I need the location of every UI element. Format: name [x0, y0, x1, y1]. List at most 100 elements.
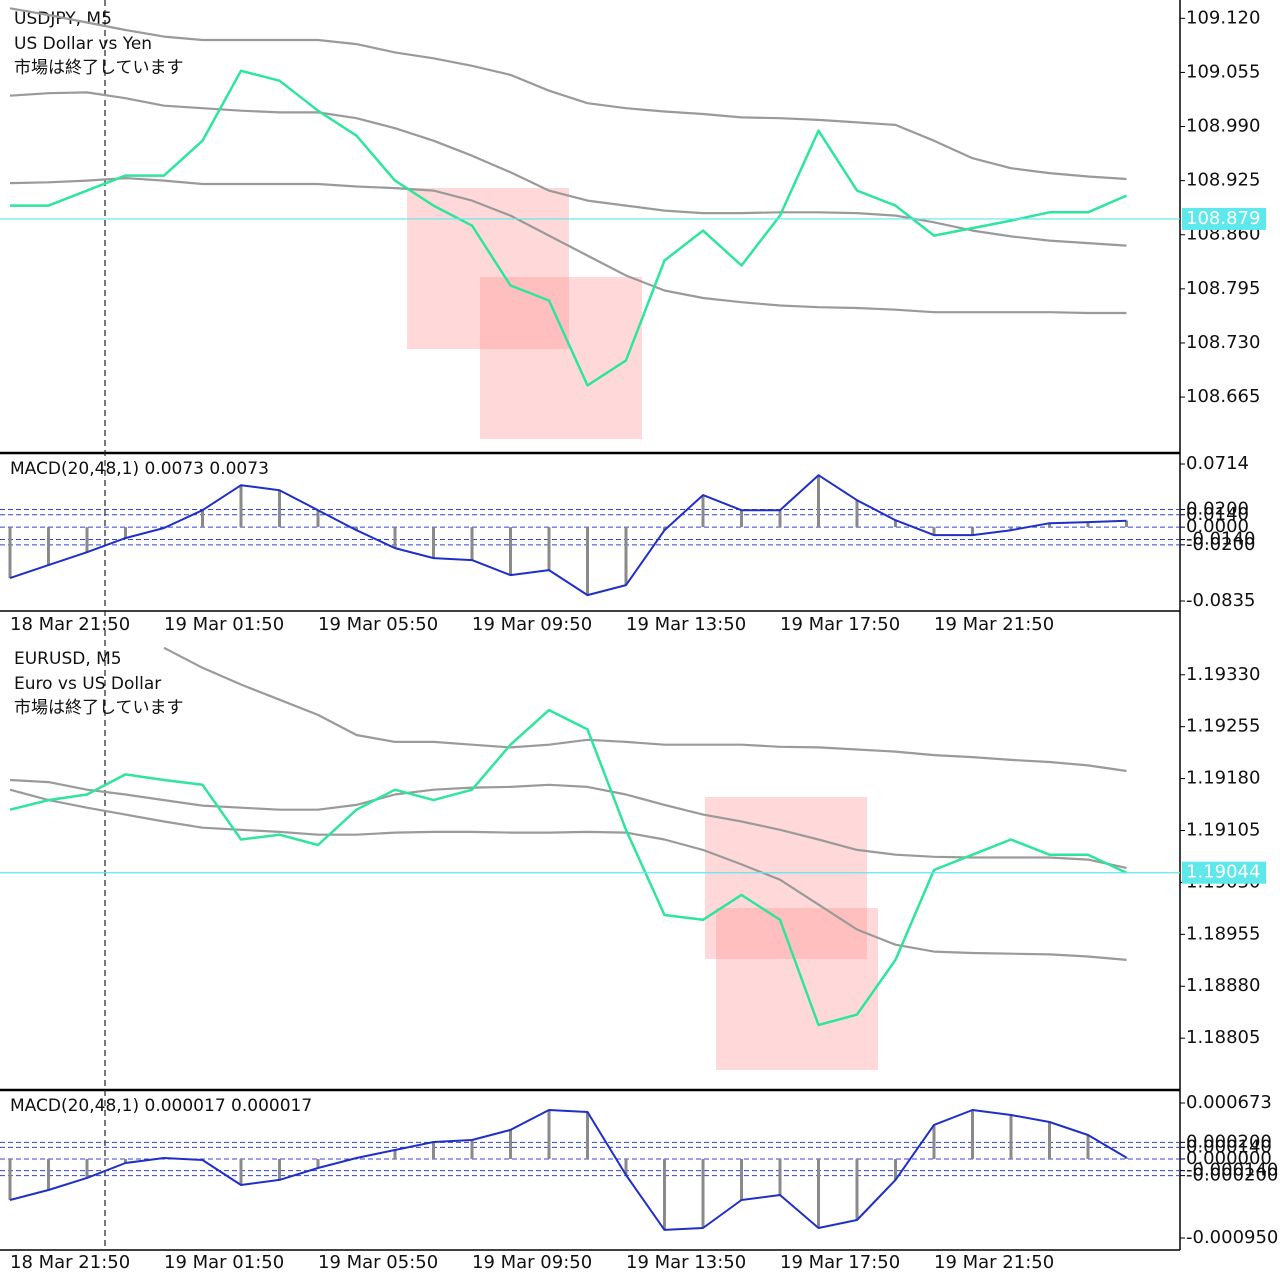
- x-tick-label: 19 Mar 21:50: [934, 614, 1054, 635]
- y-tick-label: 0.0140: [1186, 504, 1249, 525]
- symbol-title: EURUSD, M5: [14, 649, 122, 669]
- y-tick-label: -0.0835: [1186, 590, 1255, 611]
- y-tick-label: 1.19330: [1186, 664, 1260, 685]
- histogram-bar: [547, 1109, 551, 1159]
- y-tick-label: 1.18955: [1186, 923, 1260, 944]
- histogram-bar: [1048, 523, 1051, 528]
- series-line: [9, 91, 1127, 247]
- y-tick-label: 109.120: [1186, 7, 1260, 28]
- histogram-bar: [316, 510, 320, 528]
- y-tick-label: -0.0140: [1186, 529, 1255, 550]
- y-tick-label: 108.730: [1186, 332, 1260, 353]
- series-line: [10, 69, 1127, 387]
- indicator-title: MACD(20,48,1) 0.0073 0.0073: [10, 459, 269, 479]
- y-tick-label: -0.000140: [1186, 1160, 1278, 1181]
- histogram-bar: [1086, 522, 1090, 528]
- histogram-bar: [817, 475, 820, 528]
- y-tick-label: 1.19255: [1186, 716, 1260, 737]
- y-tick-label: 1.19105: [1186, 820, 1260, 841]
- series-line: [9, 788, 1127, 961]
- histogram-bar: [586, 1111, 589, 1159]
- x-tick-label: 19 Mar 09:50: [472, 1252, 592, 1273]
- y-tick-label: 0.000673: [1186, 1092, 1272, 1113]
- x-tick-label: 19 Mar 13:50: [626, 614, 746, 635]
- x-tick-label: 18 Mar 21:50: [10, 1252, 130, 1273]
- y-tick-label: -0.0200: [1186, 534, 1255, 555]
- series-line: [9, 1109, 1128, 1231]
- zone-box: [407, 188, 569, 349]
- histogram-bar: [547, 527, 551, 571]
- x-tick-label: 19 Mar 21:50: [934, 1252, 1054, 1273]
- zone-box: [716, 908, 878, 1070]
- histogram-bar: [239, 1158, 243, 1186]
- histogram-bar: [432, 1142, 435, 1159]
- y-tick-label: 0.0714: [1186, 453, 1249, 474]
- histogram-bar: [47, 527, 50, 566]
- series-line: [9, 474, 1127, 597]
- x-tick-label: 19 Mar 17:50: [780, 614, 900, 635]
- histogram-bar: [124, 1158, 127, 1163]
- y-tick-label: 1.18880: [1186, 975, 1260, 996]
- current-price-box: [1182, 207, 1266, 230]
- histogram-bar: [817, 1158, 820, 1228]
- histogram-bar: [393, 1149, 397, 1159]
- histogram-bar: [971, 527, 974, 536]
- current-price-label: 1.19044: [1186, 862, 1260, 883]
- market-status: 市場は終了しています: [14, 698, 184, 718]
- histogram-bar: [624, 1158, 628, 1175]
- series-line: [163, 646, 1127, 773]
- histogram-bar: [8, 527, 12, 579]
- histogram-bar: [740, 510, 743, 528]
- histogram-bar: [932, 527, 936, 536]
- histogram-bar: [701, 495, 705, 528]
- histogram-bar: [1086, 1135, 1090, 1159]
- histogram-bar: [201, 510, 204, 528]
- y-tick-label: 0.0200: [1186, 498, 1249, 519]
- y-tick-label: 1.18805: [1186, 1027, 1260, 1048]
- histogram-bar: [239, 485, 243, 528]
- histogram-bar: [624, 527, 628, 586]
- histogram-bar: [1009, 1114, 1013, 1159]
- histogram-bar: [701, 1158, 705, 1228]
- x-tick-label: 19 Mar 05:50: [318, 1252, 438, 1273]
- x-tick-label: 19 Mar 09:50: [472, 614, 592, 635]
- histogram-bar: [124, 527, 127, 539]
- y-tick-label: 0.000000: [1186, 1148, 1272, 1169]
- y-tick-label: 109.055: [1186, 61, 1260, 82]
- series-line: [9, 177, 1127, 315]
- histogram-bar: [1125, 520, 1128, 528]
- y-tick-label: -0.000950: [1186, 1227, 1278, 1248]
- current-price-box: [1182, 861, 1266, 884]
- histogram-bar: [1125, 1157, 1128, 1159]
- histogram-bar: [85, 1158, 89, 1178]
- symbol-subtitle: Euro vs US Dollar: [14, 674, 161, 694]
- zone-box: [705, 797, 867, 959]
- x-tick-label: 18 Mar 21:50: [10, 614, 130, 635]
- y-tick-label: 1.19180: [1186, 768, 1260, 789]
- histogram-bar: [470, 527, 474, 561]
- y-tick-label: 108.925: [1186, 170, 1260, 191]
- histogram-bar: [971, 1109, 974, 1159]
- histogram-bar: [85, 527, 89, 553]
- market-status: 市場は終了しています: [14, 58, 184, 78]
- x-tick-label: 19 Mar 17:50: [780, 1252, 900, 1273]
- histogram-bar: [355, 527, 358, 531]
- histogram-bar: [663, 527, 666, 531]
- histogram-bar: [8, 1158, 12, 1200]
- symbol-subtitle: US Dollar vs Yen: [14, 34, 152, 54]
- y-tick-label: 0.000200: [1186, 1131, 1272, 1152]
- histogram-bar: [278, 1158, 281, 1180]
- histogram-bar: [855, 1158, 859, 1220]
- histogram-bar: [1009, 527, 1013, 531]
- y-tick-label: -0.000200: [1186, 1165, 1278, 1186]
- histogram-bar: [855, 500, 859, 528]
- histogram-bar: [894, 1158, 897, 1180]
- histogram-bar: [586, 527, 589, 596]
- y-tick-label: 108.795: [1186, 278, 1260, 299]
- histogram-bar: [778, 510, 782, 528]
- series-line: [9, 778, 1127, 869]
- histogram-bar: [432, 527, 435, 559]
- x-tick-label: 19 Mar 01:50: [164, 1252, 284, 1273]
